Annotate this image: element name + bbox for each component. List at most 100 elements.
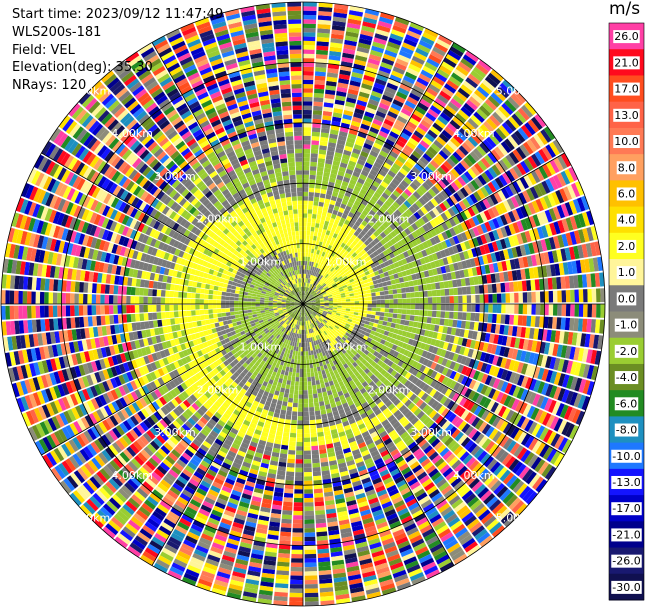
velocity-gate	[242, 301, 247, 304]
velocity-gate	[365, 489, 376, 497]
velocity-gate	[406, 309, 411, 315]
velocity-gate	[530, 316, 536, 327]
velocity-gate	[270, 456, 279, 462]
velocity-gate	[308, 315, 311, 320]
velocity-gate	[292, 402, 298, 408]
velocity-gate	[295, 467, 303, 473]
velocity-gate	[303, 411, 309, 417]
velocity-gate	[304, 575, 318, 581]
velocity-gate	[305, 312, 308, 317]
velocity-gate	[320, 347, 325, 353]
velocity-gate	[328, 394, 334, 400]
velocity-gate	[135, 287, 140, 296]
velocity-gate	[313, 311, 317, 315]
velocity-gate	[276, 474, 285, 480]
velocity-gate	[457, 337, 464, 346]
velocity-gate	[476, 361, 484, 371]
velocity-gate	[364, 368, 371, 375]
velocity-gate	[304, 528, 315, 533]
velocity-gate	[275, 483, 285, 489]
velocity-gate	[283, 427, 290, 433]
velocity-gate	[231, 285, 237, 290]
velocity-gate	[376, 412, 385, 420]
velocity-gate	[422, 561, 437, 572]
velocity-gate	[449, 370, 457, 380]
velocity-gate	[586, 365, 595, 380]
velocity-gate	[335, 323, 341, 328]
velocity-gate	[309, 419, 316, 425]
velocity-gate	[516, 326, 522, 338]
velocity-gate	[264, 306, 269, 309]
velocity-gate	[513, 429, 524, 442]
velocity-gate	[445, 470, 456, 481]
velocity-gate	[334, 325, 340, 330]
velocity-gate	[407, 425, 416, 435]
velocity-gate	[350, 322, 356, 327]
velocity-gate	[441, 420, 451, 431]
velocity-gate	[332, 307, 338, 310]
velocity-gate	[442, 535, 456, 546]
velocity-gate	[318, 444, 326, 450]
velocity-gate	[294, 355, 298, 360]
velocity-gate	[512, 326, 518, 337]
velocity-gate	[478, 509, 491, 521]
velocity-gate	[91, 294, 97, 304]
velocity-gate	[299, 381, 303, 386]
velocity-gate	[415, 370, 423, 379]
velocity-gate	[160, 312, 166, 319]
velocity-gate	[334, 493, 345, 500]
velocity-gate	[337, 458, 346, 465]
velocity-gate	[297, 351, 301, 356]
velocity-gate	[349, 358, 355, 364]
velocity-gate	[570, 376, 578, 391]
velocity-gate	[126, 286, 132, 295]
velocity-gate	[387, 392, 395, 400]
velocity-gate	[428, 489, 440, 499]
velocity-gate	[514, 503, 528, 517]
velocity-gate	[368, 333, 374, 339]
velocity-gate	[258, 589, 273, 596]
velocity-gate	[414, 468, 425, 477]
velocity-gate	[360, 412, 368, 419]
velocity-gate	[492, 366, 500, 377]
velocity-gate	[298, 346, 301, 352]
velocity-gate	[359, 333, 365, 339]
velocity-gate	[599, 319, 605, 334]
velocity-gate	[319, 591, 334, 597]
velocity-gate	[301, 312, 303, 317]
velocity-gate	[304, 523, 315, 529]
velocity-gate	[225, 296, 230, 301]
velocity-gate	[319, 328, 324, 333]
velocity-gate	[397, 428, 407, 436]
velocity-gate	[260, 506, 271, 513]
velocity-gate	[453, 311, 459, 320]
velocity-gate	[308, 394, 313, 399]
velocity-gate	[251, 296, 257, 299]
velocity-gate	[209, 318, 215, 324]
velocity-gate	[364, 579, 378, 587]
velocity-gate	[320, 304, 325, 307]
velocity-gate	[328, 319, 333, 323]
velocity-gate	[513, 445, 524, 458]
velocity-gate	[323, 364, 328, 370]
velocity-gate	[530, 456, 542, 470]
velocity-gate	[402, 519, 415, 528]
velocity-gate	[529, 378, 537, 391]
velocity-gate	[282, 510, 293, 516]
velocity-gate	[304, 532, 316, 537]
velocity-gate	[195, 299, 200, 304]
velocity-gate	[381, 501, 393, 509]
velocity-gate	[255, 532, 267, 539]
velocity-gate	[407, 441, 417, 450]
velocity-gate	[361, 352, 367, 359]
velocity-gate	[544, 304, 549, 316]
velocity-gate	[234, 297, 239, 301]
velocity-gate	[348, 418, 356, 425]
velocity-gate	[343, 548, 356, 556]
velocity-gate	[390, 492, 401, 501]
velocity-gate	[414, 354, 422, 362]
velocity-gate	[310, 319, 313, 324]
velocity-gate	[372, 434, 381, 442]
velocity-gate	[393, 398, 401, 406]
velocity-gate	[364, 384, 371, 391]
